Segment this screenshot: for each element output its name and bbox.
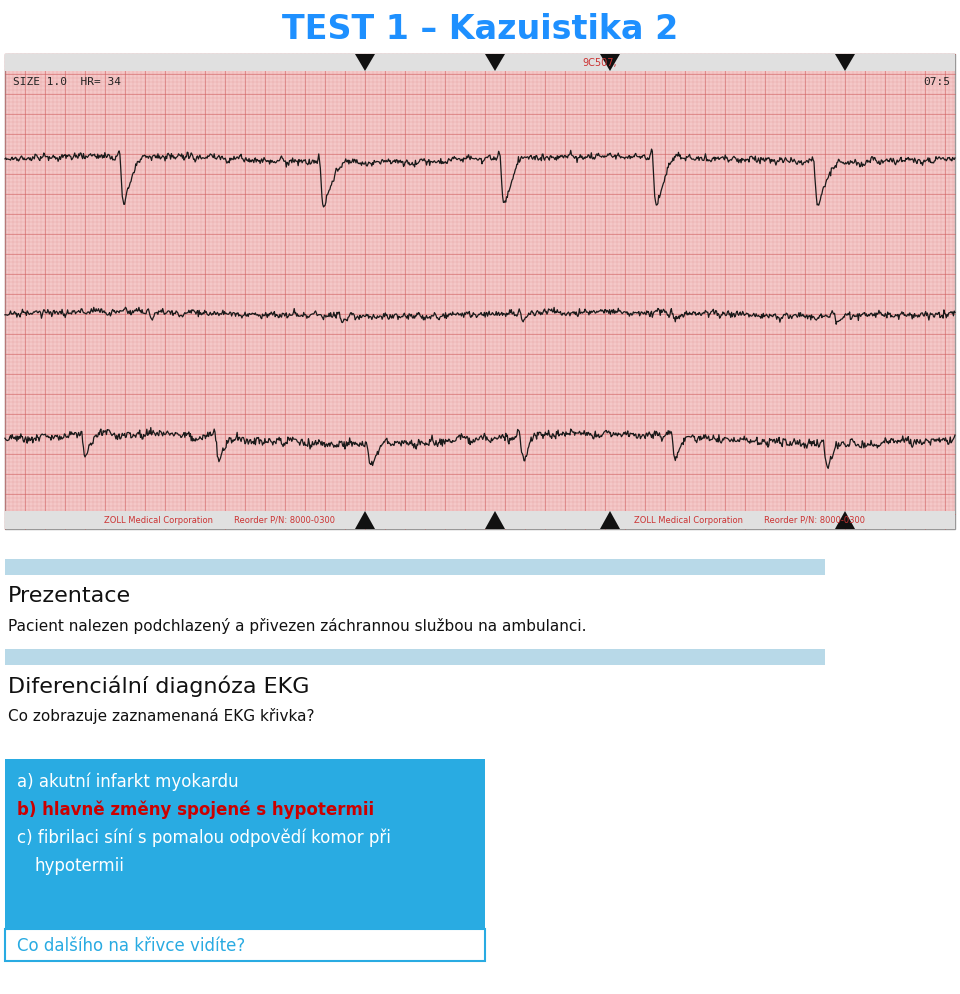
Polygon shape [355, 55, 375, 72]
Bar [5, 55, 955, 530]
Text: c) fibrilaci síní s pomalou odpovědí komor při: c) fibrilaci síní s pomalou odpovědí kom… [17, 828, 391, 847]
Bar [5, 512, 955, 530]
Text: 07:5: 07:5 [923, 77, 950, 86]
Bar [5, 55, 955, 72]
Text: Prezentace: Prezentace [8, 585, 132, 605]
Text: ZOLL Medical Corporation        Reorder P/N: 8000-0300: ZOLL Medical Corporation Reorder P/N: 80… [635, 516, 866, 525]
Bar [5, 929, 485, 961]
Polygon shape [600, 512, 620, 530]
Text: Pacient nalezen podchlazený a přivezen záchrannou službou na ambulanci.: Pacient nalezen podchlazený a přivezen z… [8, 617, 587, 633]
Polygon shape [835, 55, 855, 72]
Polygon shape [485, 55, 505, 72]
Text: TEST 1 – Kazuistika 2: TEST 1 – Kazuistika 2 [282, 14, 678, 47]
Bar [5, 649, 825, 665]
Text: Co dalšího na křivce vidíte?: Co dalšího na křivce vidíte? [17, 936, 245, 954]
Polygon shape [485, 512, 505, 530]
Text: Diferenciální diagnóza EKG: Diferenciální diagnóza EKG [8, 675, 309, 696]
Bar [5, 759, 485, 929]
Text: hypotermii: hypotermii [35, 856, 125, 874]
Text: Co zobrazuje zaznamenaná EKG křivka?: Co zobrazuje zaznamenaná EKG křivka? [8, 708, 315, 724]
Polygon shape [355, 512, 375, 530]
Polygon shape [835, 512, 855, 530]
Text: ZOLL Medical Corporation        Reorder P/N: 8000-0300: ZOLL Medical Corporation Reorder P/N: 80… [105, 516, 335, 525]
Text: b) hlavně změny spojené s hypotermii: b) hlavně změny spojené s hypotermii [17, 800, 374, 818]
Polygon shape [600, 55, 620, 72]
Text: a) akutní infarkt myokardu: a) akutní infarkt myokardu [17, 772, 239, 790]
Text: 9C507,: 9C507, [583, 58, 617, 68]
Text: SIZE 1.0  HR= 34: SIZE 1.0 HR= 34 [13, 77, 121, 86]
Bar [5, 560, 825, 576]
